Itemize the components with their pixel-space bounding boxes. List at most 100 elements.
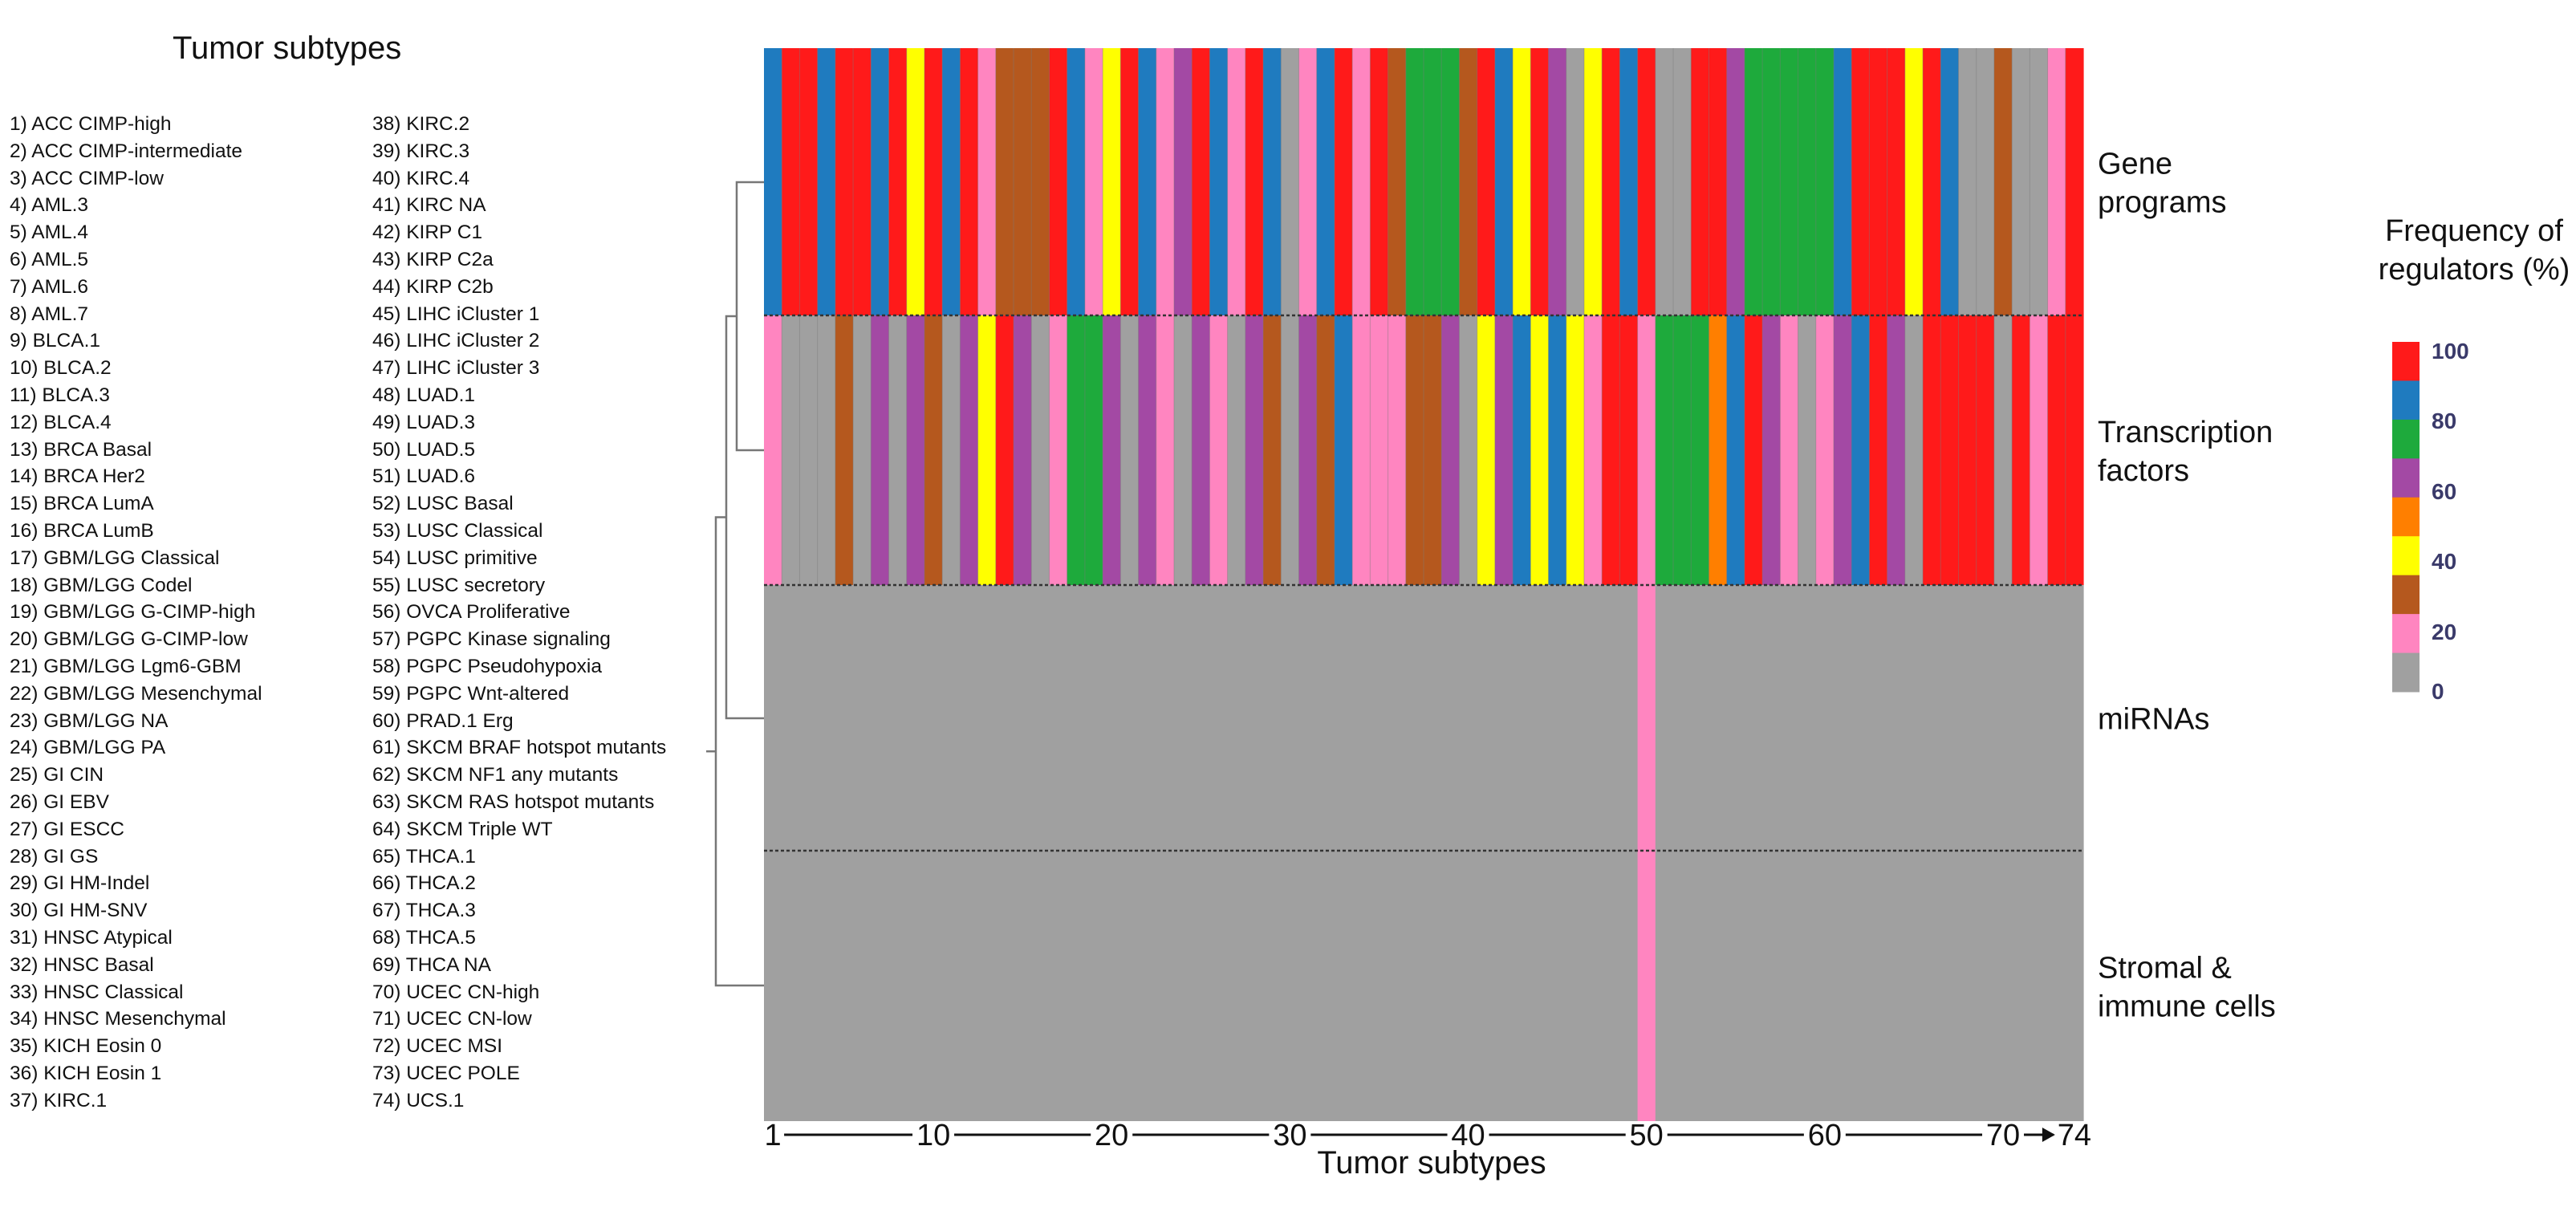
heatmap-cell [1352,851,1371,1121]
heatmap-cell [1352,315,1371,585]
heatmap-cell [764,585,782,851]
heatmap-cell [1833,315,1852,585]
heatmap-cell [1815,315,1834,585]
heatmap-cell [1798,315,1817,585]
heatmap-cell [853,585,872,851]
heatmap-cell [1923,48,1941,315]
heatmap-cell [888,585,908,851]
color-scale-tick: 60 [2432,479,2456,504]
subtype-item: 72) UCEC MSI [372,1035,503,1058]
heatmap-cell [782,48,801,315]
subtype-item: 23) GBM/LGG NA [10,709,169,732]
heatmap-cell [1477,851,1496,1121]
subtype-item: 46) LIHC iCluster 2 [372,330,540,352]
subtype-legend: Tumor subtypes 1) ACC CIMP-high 2) ACC CI… [0,0,746,1211]
heatmap-cell [1477,585,1496,851]
subtype-item: 25) GI CIN [10,764,104,786]
heatmap-cell [1566,851,1585,1121]
heatmap-cell [1459,315,1478,585]
row-label-line: programs [2098,186,2227,220]
heatmap-cell [817,315,836,585]
subtype-item: 4) AML.3 [10,194,89,217]
heatmap-cell [1067,585,1086,851]
heatmap-cell [853,315,872,585]
heatmap-cell [906,585,925,851]
heatmap-cell [1209,48,1229,315]
heatmap-cell [1923,585,1941,851]
color-scale-tick: 80 [2432,408,2456,433]
subtype-item: 11) BLCA.3 [10,384,110,406]
heatmap-cell [1887,315,1906,585]
heatmap-cell [942,851,961,1121]
heatmap-cell [1673,851,1692,1121]
subtype-item: 36) KICH Eosin 1 [10,1062,162,1084]
heatmap-cell [1031,48,1050,315]
subtype-item: 39) KIRC.3 [372,140,470,162]
subtype-item: 34) HNSC Mesenchymal [10,1008,226,1030]
subtype-item: 21) GBM/LGG Lgm6-GBM [10,655,242,677]
heatmap-cell [1209,851,1229,1121]
heatmap-cell [977,851,997,1121]
heatmap-cell [2047,585,2066,851]
heatmap-cell [906,315,925,585]
heatmap-cell [1441,851,1461,1121]
heatmap-cell [1513,48,1531,315]
subtype-item: 71) UCEC CN-low [372,1008,532,1030]
color-scale-swatch [2392,614,2420,654]
heatmap-cell [1031,315,1050,585]
heatmap-cell [871,315,890,585]
x-tick-label: 74 [2058,1119,2091,1152]
heatmap-cell [2065,48,2084,315]
heatmap-cell [1298,315,1318,585]
heatmap-cell [1709,315,1728,585]
heatmap-cell [1459,585,1478,851]
subtype-item: 12) BLCA.4 [10,411,112,433]
heatmap-cell [1424,48,1442,315]
heatmap-cell [1619,851,1639,1121]
subtype-item: 2) ACC CIMP-intermediate [10,140,243,162]
heatmap-cell [1388,315,1407,585]
color-scale-swatch [2392,342,2420,381]
heatmap-cell [1209,585,1229,851]
heatmap-cell [906,48,925,315]
heatmap-cell [1780,315,1799,585]
heatmap-cell [1726,48,1745,315]
heatmap-cell [1548,585,1567,851]
subtype-list-title: Tumor subtypes [173,30,402,66]
heatmap-cell [1851,315,1871,585]
heatmap-cell [1156,48,1175,315]
subtype-item: 45) LIHC iCluster 1 [372,303,540,325]
heatmap-cell [995,48,1014,315]
heatmap-cell [1976,585,1995,851]
heatmap-cell [1619,48,1639,315]
color-scale-swatch [2392,380,2420,421]
heatmap-cell [1548,851,1567,1121]
subtype-item: 64) SKCM Triple WT [372,818,553,840]
subtype-item: 67) THCA.3 [372,900,476,922]
heatmap-cell [1691,315,1710,585]
heatmap-cell [960,315,979,585]
heatmap-cell [799,315,819,585]
heatmap-cell [1798,585,1817,851]
heatmap-cell [1851,585,1871,851]
heatmap-cell [1940,585,1960,851]
color-scale-tick: 0 [2432,679,2444,704]
heatmap-cell [764,851,782,1121]
row-label-line: Stromal & [2098,952,2232,985]
subtype-item: 14) BRCA Her2 [10,465,145,488]
subtype-item: 31) HNSC Atypical [10,926,173,949]
heatmap-cell [1138,48,1157,315]
subtype-item: 7) AML.6 [10,275,89,298]
subtype-list-column-2: 38) KIRC.2 39) KIRC.3 40) KIRC.4 41) KIRC N… [372,111,666,1114]
heatmap-cell [1869,315,1888,585]
heatmap-cell [2030,315,2049,585]
heatmap-cell [1014,851,1032,1121]
heatmap-cell [1958,48,1977,315]
heatmap-cell [1120,48,1140,315]
heatmap-cell [1530,315,1550,585]
heatmap-cell [1049,851,1068,1121]
heatmap-cell [1405,851,1424,1121]
color-scale-tick: 40 [2432,549,2456,574]
heatmap-cell [2030,851,2049,1121]
heatmap-cell [977,585,997,851]
